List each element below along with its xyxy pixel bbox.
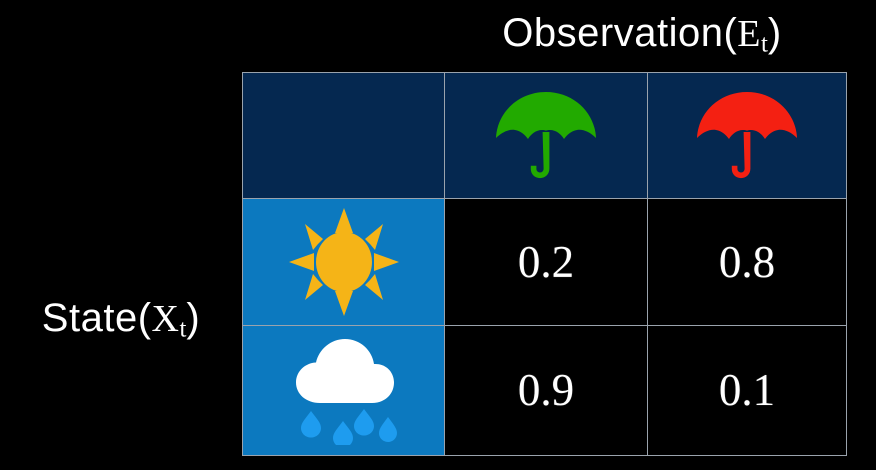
row-header-sunny (242, 198, 445, 326)
cell-rainy-umbrella-green: 0.9 (444, 325, 648, 456)
observation-label: Observation (502, 11, 724, 55)
rain-cloud-icon (243, 326, 444, 455)
cell-rainy-umbrella-red: 0.1 (647, 325, 847, 456)
umbrella-red-icon (648, 73, 846, 198)
cell-sunny-umbrella-green: 0.2 (444, 198, 648, 326)
state-label: State (41, 296, 138, 340)
sun-icon (243, 199, 444, 325)
table-header-row (242, 72, 847, 199)
emission-probability-matrix: 0.2 0.8 0.9 0 (242, 72, 847, 456)
matrix-corner-cell (242, 72, 445, 199)
cell-sunny-umbrella-red: 0.8 (647, 198, 847, 326)
observation-subscript: t (761, 30, 768, 58)
table-row: 0.2 0.8 (242, 198, 847, 326)
umbrella-green-icon (445, 73, 647, 198)
observation-variable: E (737, 13, 761, 55)
table-row: 0.9 0.1 (242, 325, 847, 456)
column-header-umbrella-green (444, 72, 648, 199)
state-subscript: t (179, 315, 187, 343)
observation-open-paren: ( (723, 11, 738, 55)
row-header-rainy (242, 325, 445, 456)
state-open-paren: ( (137, 296, 152, 340)
state-variable: X (151, 298, 180, 340)
state-close-paren: ) (186, 296, 201, 340)
observation-axis-title: Observation(Et) (440, 4, 844, 73)
column-header-umbrella-red (647, 72, 847, 199)
state-axis-title: State(Xt) (6, 290, 236, 357)
observation-close-paren: ) (767, 11, 782, 55)
